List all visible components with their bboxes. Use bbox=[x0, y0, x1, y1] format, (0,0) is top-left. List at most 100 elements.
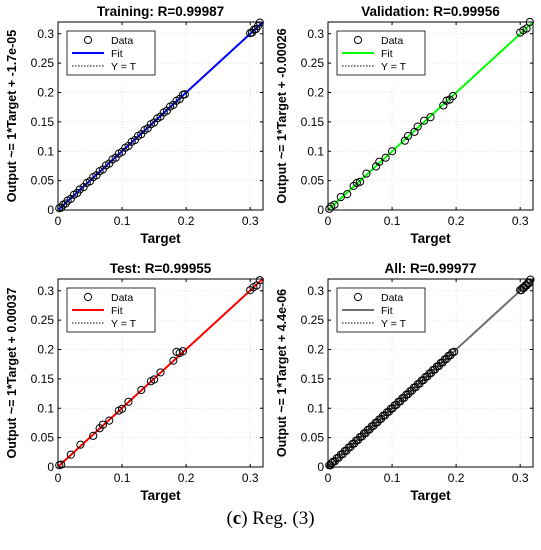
x-tick-label-0-3: 0.3 bbox=[512, 471, 529, 485]
y-tick-label-0-05: 0.05 bbox=[31, 174, 55, 188]
y-axis-label: Output ~= 1*Target + 4.4e-06 bbox=[275, 289, 289, 457]
y-axis-label: Output ~= 1*Target + -1.7e-05 bbox=[5, 30, 19, 202]
legend-box bbox=[66, 287, 156, 333]
legend-label-data: Data bbox=[381, 292, 403, 304]
x-tick-label-0-2: 0.2 bbox=[448, 471, 465, 485]
data-point bbox=[330, 200, 339, 209]
axes-box bbox=[57, 278, 264, 468]
legend-data-marker bbox=[353, 35, 363, 45]
y-tick-label-0: 0 bbox=[317, 203, 324, 217]
y-tick-label-0-25: 0.25 bbox=[31, 313, 55, 327]
x-axis-label: Target bbox=[410, 488, 451, 503]
training-panel: 0 0.1 0.2 0.3 0 0.05 0.1 0.15 0.2 0.25 0.3 Training… bbox=[5, 4, 264, 246]
y-tick-label-0-05: 0.05 bbox=[31, 431, 55, 445]
y-tick-label-0-2: 0.2 bbox=[307, 86, 324, 100]
x-tick-label-0: 0 bbox=[55, 471, 62, 485]
y-tick-label-0-2: 0.2 bbox=[37, 343, 54, 357]
y-tick-label-0: 0 bbox=[47, 203, 54, 217]
y-tick-label-0: 0 bbox=[47, 460, 54, 474]
data-point bbox=[169, 356, 178, 365]
data-point bbox=[98, 420, 107, 429]
legend-data-marker bbox=[83, 292, 93, 302]
x-tick-label-0-3: 0.3 bbox=[512, 214, 529, 228]
y-tick-label-0-3: 0.3 bbox=[37, 27, 54, 41]
y-tick-label-0-3: 0.3 bbox=[307, 27, 324, 41]
y-tick-label-0-25: 0.25 bbox=[31, 56, 55, 70]
data-point bbox=[117, 404, 127, 413]
legend-label-data: Data bbox=[381, 35, 403, 47]
x-tick-label-0-1: 0.1 bbox=[114, 471, 131, 485]
legend-label-y-t: Y = T bbox=[111, 318, 137, 330]
x-tick-label-0-1: 0.1 bbox=[114, 214, 131, 228]
caption-letter: c bbox=[232, 508, 242, 529]
legend-label-y-t: Y = T bbox=[381, 318, 407, 330]
data-point bbox=[419, 116, 429, 125]
x-tick-label-0-2: 0.2 bbox=[178, 214, 195, 228]
data-point bbox=[413, 122, 422, 131]
x-tick-label-0-2: 0.2 bbox=[178, 471, 195, 485]
y-tick-label-0-1: 0.1 bbox=[37, 144, 54, 158]
y-tick-label-0-15: 0.15 bbox=[301, 372, 325, 386]
data-point bbox=[105, 416, 114, 425]
data-point bbox=[156, 368, 165, 377]
x-tick-label-0-1: 0.1 bbox=[384, 214, 401, 228]
chart-title: Test: R=0.99955 bbox=[110, 261, 212, 276]
data-point bbox=[387, 147, 397, 156]
data-point bbox=[355, 177, 365, 186]
caption-text: Reg. (3) bbox=[247, 508, 315, 529]
chart-title: Validation: R=0.99956 bbox=[361, 4, 500, 19]
y-tick-label-0-1: 0.1 bbox=[307, 401, 324, 415]
y-tick-label-0-3: 0.3 bbox=[37, 284, 54, 298]
y-tick-label-0-25: 0.25 bbox=[301, 313, 325, 327]
data-point bbox=[89, 431, 98, 440]
x-tick-label-0-3: 0.3 bbox=[242, 214, 259, 228]
y-axis-label: Output ~= 1*Target + -0.00026 bbox=[275, 28, 289, 203]
x-tick-label-0-2: 0.2 bbox=[448, 214, 465, 228]
chart-title: Training: R=0.99987 bbox=[97, 4, 224, 19]
y-tick-label-0-25: 0.25 bbox=[301, 56, 325, 70]
y-tick-label-0-15: 0.15 bbox=[31, 115, 55, 129]
legend-label-fit: Fit bbox=[111, 305, 123, 317]
figure-caption: (c) Reg. (3) bbox=[226, 508, 315, 529]
y-tick-label-0: 0 bbox=[317, 460, 324, 474]
legend-label-fit: Fit bbox=[381, 305, 393, 317]
x-tick-label-0: 0 bbox=[55, 214, 62, 228]
data-point bbox=[124, 397, 133, 406]
y-tick-label-0-1: 0.1 bbox=[307, 144, 324, 158]
x-axis-label: Target bbox=[410, 231, 451, 246]
data-point bbox=[381, 153, 390, 162]
data-point bbox=[66, 450, 75, 459]
axes-box bbox=[57, 21, 264, 211]
y-tick-label-0-3: 0.3 bbox=[307, 284, 324, 298]
data-point bbox=[137, 385, 146, 395]
y-tick-label-0-05: 0.05 bbox=[301, 174, 325, 188]
legend-label-data: Data bbox=[111, 292, 133, 304]
all-panel: 0 0.1 0.2 0.3 0 0.05 0.1 0.15 0.2 0.25 0.3 All: R=0… bbox=[275, 261, 535, 503]
y-axis-label: Output ~= 1*Target + 0.00037 bbox=[5, 287, 19, 458]
legend-data-marker bbox=[83, 35, 93, 45]
data-point bbox=[180, 90, 189, 99]
data-point bbox=[426, 113, 435, 122]
x-tick-label-0: 0 bbox=[325, 214, 332, 228]
x-tick-label-0: 0 bbox=[325, 471, 332, 485]
x-tick-label-0-1: 0.1 bbox=[384, 471, 401, 485]
data-point bbox=[375, 157, 384, 166]
axes-box bbox=[327, 21, 534, 211]
legend-label-y-t: Y = T bbox=[111, 61, 137, 73]
x-axis-label: Target bbox=[140, 231, 181, 246]
x-tick-label-0-3: 0.3 bbox=[242, 471, 259, 485]
data-point bbox=[76, 440, 85, 449]
test-panel: 0 0.1 0.2 0.3 0 0.05 0.1 0.15 0.2 0.25 0.3 Test: R=… bbox=[5, 261, 264, 503]
axes-box bbox=[327, 278, 534, 468]
data-point bbox=[448, 91, 458, 101]
legend-label-y-t: Y = T bbox=[381, 61, 407, 73]
legend-data-marker bbox=[353, 292, 363, 302]
data-point bbox=[450, 347, 459, 356]
data-point bbox=[343, 190, 352, 199]
data-point bbox=[362, 169, 371, 178]
chart-title: All: R=0.99977 bbox=[385, 261, 477, 276]
y-tick-label-0-1: 0.1 bbox=[37, 401, 54, 415]
